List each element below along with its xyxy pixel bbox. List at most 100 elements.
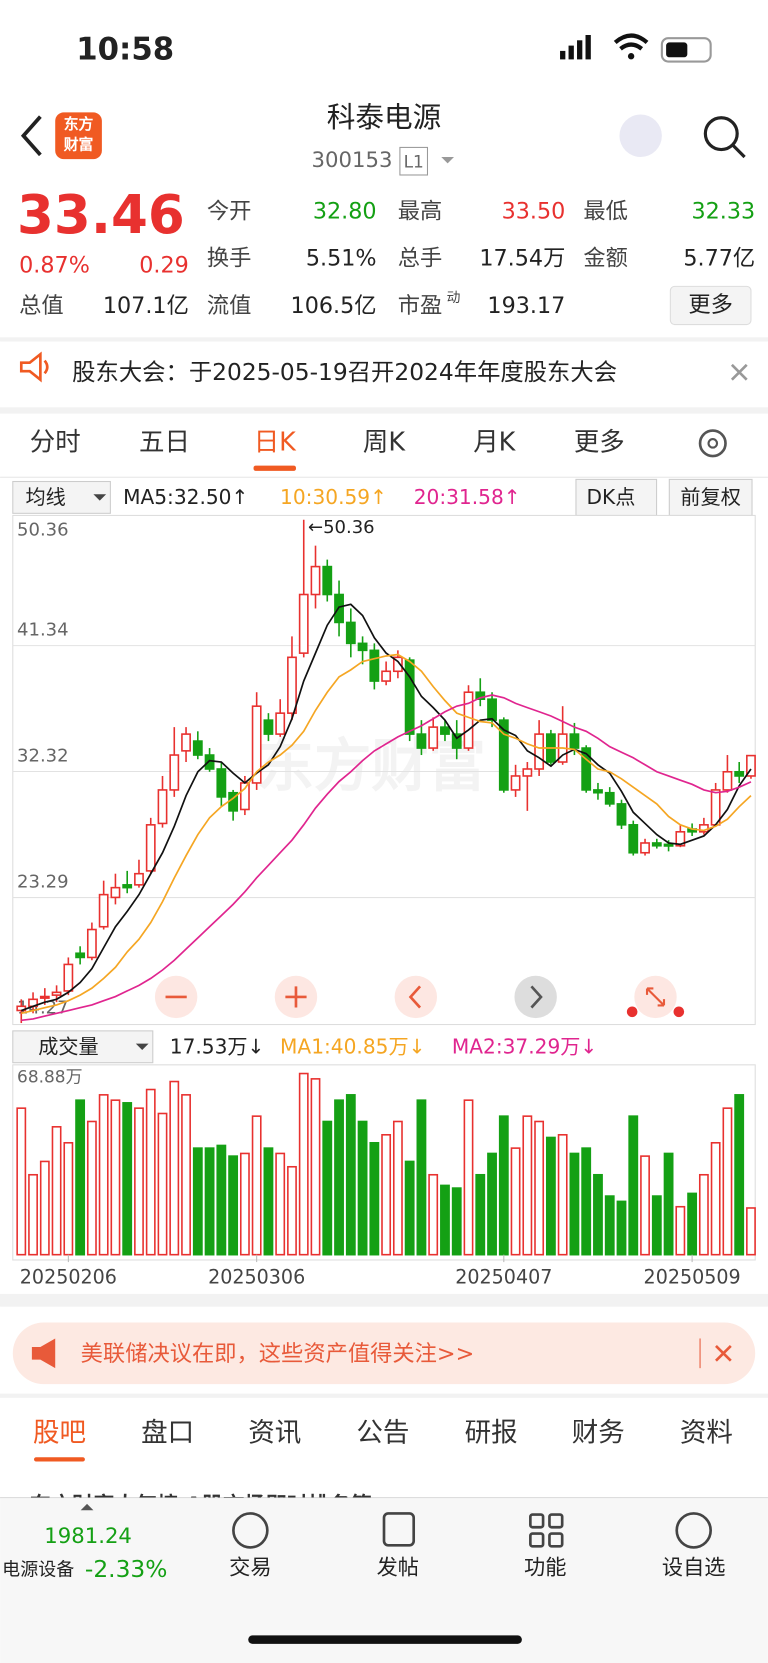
candle-body xyxy=(63,963,74,992)
stock-name: 科泰电源 xyxy=(327,100,442,134)
volume-bar xyxy=(722,1107,733,1256)
news[interactable]: 东方财富人气榜 A股市场即时排名第 xyxy=(30,1492,372,1518)
candle-body xyxy=(616,803,627,826)
period-tab[interactable]: 五日 xyxy=(139,427,190,457)
search-icon[interactable] xyxy=(703,116,739,152)
volume-bar xyxy=(710,1141,721,1256)
candle-body xyxy=(322,565,333,596)
banner[interactable] xyxy=(12,1322,756,1385)
candle-body xyxy=(628,824,639,854)
volume-select[interactable] xyxy=(12,1030,154,1064)
volume-bar xyxy=(451,1187,462,1256)
quote-label: 市盈 xyxy=(398,293,443,319)
volume-bar xyxy=(169,1080,180,1256)
candle-body xyxy=(239,782,250,811)
volume-bar xyxy=(651,1195,662,1256)
section-tab[interactable]: 财务 xyxy=(572,1417,625,1448)
candle-body xyxy=(392,656,403,673)
candle-body xyxy=(640,842,650,854)
volume-bar xyxy=(698,1173,709,1256)
period-tab[interactable]: 更多 xyxy=(574,427,625,457)
volume-bar xyxy=(157,1112,168,1256)
price: 33.46 xyxy=(17,184,185,246)
dk-label[interactable]: DK点 xyxy=(587,485,636,509)
candle-body xyxy=(663,843,674,847)
candle-body xyxy=(192,740,203,756)
nav-item[interactable]: 发帖 xyxy=(377,1556,419,1581)
chart-controls[interactable] xyxy=(154,975,685,1019)
nav-icons xyxy=(232,1512,712,1549)
tab-underline xyxy=(253,465,296,471)
nav-item[interactable]: 功能 xyxy=(524,1556,566,1581)
x-tick-label: 20250509 xyxy=(644,1266,741,1289)
candle-body xyxy=(416,733,427,749)
back-button[interactable] xyxy=(20,115,42,157)
nav-item[interactable]: 交易 xyxy=(229,1556,271,1581)
period-tab[interactable]: 月K xyxy=(473,427,516,457)
period-tab[interactable]: 分时 xyxy=(30,427,81,457)
adjust-label[interactable]: 前复权 xyxy=(680,485,740,509)
quote-sup: 动 xyxy=(447,290,461,306)
notice[interactable]: 股东大会：于2025-05-19召开2024年年度股东大会 xyxy=(72,358,617,386)
candle-body xyxy=(487,698,497,721)
close-notice[interactable] xyxy=(730,363,748,381)
y-tick-label: 23.29 xyxy=(17,872,69,893)
section-tab[interactable]: 资料 xyxy=(680,1417,733,1448)
candle-body xyxy=(593,789,603,794)
volume-frame xyxy=(12,1064,756,1261)
sector[interactable]: 电源设备 xyxy=(2,1560,74,1581)
section-tab[interactable]: 盘口 xyxy=(141,1417,194,1448)
y-tick-label: 50.36 xyxy=(17,519,69,540)
volume-bar xyxy=(345,1094,356,1256)
more-label[interactable]: 更多 xyxy=(688,292,733,318)
candle-body xyxy=(98,893,109,928)
quote-value: 5.77亿 xyxy=(683,245,755,271)
quote-label: 金额 xyxy=(583,245,628,271)
period-tab[interactable]: 周K xyxy=(363,427,406,457)
volume-tick-label: 68.88万 xyxy=(17,1067,83,1087)
y-tick-label: 32.32 xyxy=(17,746,69,767)
period-tab[interactable]: 日K xyxy=(254,427,297,457)
quote-label: 流值 xyxy=(207,293,252,319)
volume-bar xyxy=(557,1134,568,1256)
ma-select[interactable] xyxy=(12,480,111,514)
nav-item[interactable]: 设自选 xyxy=(662,1556,726,1581)
index-value[interactable]: 1981.24 xyxy=(44,1524,132,1549)
volume-bar xyxy=(604,1195,615,1256)
ma-label[interactable]: 均线 xyxy=(26,485,66,509)
candle-body xyxy=(39,995,50,999)
volume-bar xyxy=(28,1173,38,1256)
sector-change[interactable]: -2.33% xyxy=(85,1555,168,1583)
volume-bar xyxy=(581,1147,592,1256)
change-pct: 0.87% xyxy=(19,253,90,279)
more-button[interactable] xyxy=(669,285,752,326)
candle-body xyxy=(746,754,756,777)
volume-bar xyxy=(440,1184,450,1256)
volume-bar xyxy=(640,1155,650,1256)
section-tab[interactable]: 股吧 xyxy=(33,1417,86,1448)
volume-label[interactable]: 成交量 xyxy=(38,1034,98,1058)
banner-text[interactable]: 美联储决议在即，这些资产值得关注>> xyxy=(81,1341,475,1367)
section-tab[interactable]: 资讯 xyxy=(248,1417,301,1448)
app-logo xyxy=(55,112,102,160)
status-icons xyxy=(560,33,712,63)
dk-button[interactable] xyxy=(575,478,658,516)
tab-underline xyxy=(34,1457,85,1462)
candle-body xyxy=(675,831,686,847)
volume-bar xyxy=(192,1147,203,1256)
section-tab[interactable]: 公告 xyxy=(356,1417,409,1448)
volume-bar xyxy=(534,1120,545,1256)
settings-icon[interactable] xyxy=(698,429,727,458)
volume-bar xyxy=(487,1152,497,1256)
volume-bar xyxy=(287,1165,297,1256)
adjust-button[interactable] xyxy=(668,478,753,516)
section-tab[interactable]: 研报 xyxy=(465,1417,518,1448)
quote-label: 今开 xyxy=(207,199,252,225)
volume-bar xyxy=(39,1160,50,1256)
volume-bar xyxy=(663,1152,674,1256)
robot-icon[interactable] xyxy=(619,114,662,157)
volume-bar xyxy=(392,1120,403,1256)
candle-body xyxy=(451,733,462,749)
volume-bar xyxy=(675,1205,686,1256)
